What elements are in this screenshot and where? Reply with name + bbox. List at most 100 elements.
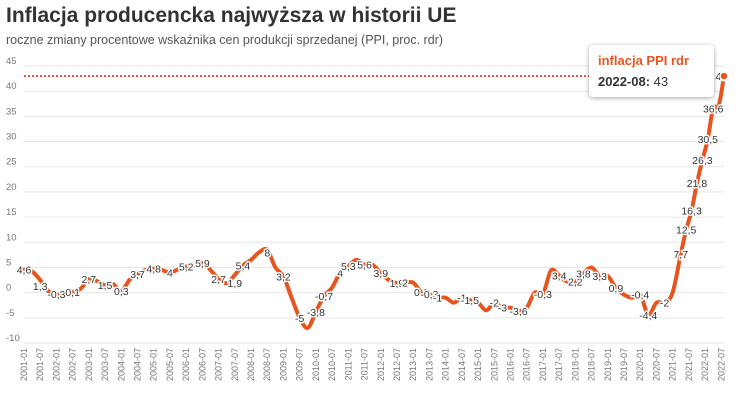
x-tick-label: 2021-01	[668, 348, 678, 381]
data-label: 7,7	[673, 249, 688, 261]
y-tick-label: 30	[6, 132, 17, 143]
x-axis-ticks: 2001-01 2001-07 2002-01 2002-07 2003-01 2003-…	[19, 348, 726, 381]
x-tick-label: 2001-01	[19, 348, 29, 381]
data-label: 3,9	[373, 268, 388, 280]
x-tick-label: 2005-07	[165, 348, 175, 381]
y-tick-label: 40	[6, 81, 17, 92]
data-label: -3	[498, 303, 507, 315]
data-label: 1,3	[33, 281, 48, 293]
data-label: 5,2	[179, 261, 194, 273]
data-label: -2	[660, 298, 669, 310]
y-tick-label: 10	[6, 232, 17, 243]
data-label: 0,3	[114, 286, 129, 298]
y-tick-label: 45	[6, 56, 17, 67]
x-tick-label: 2010-01	[311, 348, 321, 381]
x-tick-label: 2018-07	[587, 348, 597, 381]
data-label: 30,5	[698, 134, 719, 146]
hover-point	[719, 71, 729, 81]
data-label: 3,7	[130, 269, 145, 281]
x-tick-label: 2015-07	[489, 348, 499, 381]
x-tick-label: 2022-07	[716, 348, 726, 381]
data-label: 5,6	[357, 259, 372, 271]
x-tick-label: 2016-01	[505, 348, 515, 381]
data-label: -4,4	[639, 310, 657, 322]
data-label: 2	[402, 278, 408, 290]
data-label: 1,5	[98, 280, 113, 292]
data-label: -5	[295, 313, 304, 325]
x-tick-label: 2017-01	[538, 348, 548, 381]
tooltip-date: 2022-08:	[598, 74, 651, 89]
x-tick-label: 2016-07	[522, 348, 532, 381]
x-tick-label: 2017-07	[554, 348, 564, 381]
x-tick-label: 2008-07	[262, 348, 272, 381]
x-tick-label: 2020-01	[635, 348, 645, 381]
data-label: 0,1	[414, 287, 429, 299]
y-tick-label: -5	[6, 308, 14, 319]
y-tick-label: -10	[6, 333, 20, 344]
x-tick-label: 2006-07	[197, 348, 207, 381]
x-tick-label: 2015-01	[473, 348, 483, 381]
data-label: -1	[433, 293, 442, 305]
data-label: -3,6	[510, 306, 528, 318]
x-tick-label: 2022-01	[700, 348, 710, 381]
x-tick-label: 2013-01	[408, 348, 418, 381]
data-label: 0,9	[609, 283, 624, 295]
chart-title: Inflacja producencka najwyższa w histori…	[6, 4, 457, 27]
x-tick-label: 2003-01	[84, 348, 94, 381]
data-label: 4	[167, 267, 173, 279]
series-line-ppi[interactable]	[22, 74, 726, 330]
x-tick-label: 2006-01	[181, 348, 191, 381]
data-label: 36,6	[703, 103, 724, 115]
x-tick-label: 2010-07	[327, 348, 337, 381]
data-label: 2,7	[211, 274, 226, 286]
tooltip-row: 2022-08: 43	[598, 74, 668, 89]
x-tick-label: 2012-01	[376, 348, 386, 381]
x-tick-label: 2004-07	[133, 348, 143, 381]
data-label: 3,3	[592, 271, 607, 283]
y-tick-label: 0	[6, 283, 11, 294]
data-label: -0,3	[47, 289, 65, 301]
data-label: 2,7	[82, 274, 97, 286]
data-label: 5,9	[195, 258, 210, 270]
data-label: -0,7	[315, 291, 333, 303]
data-label: -1	[457, 293, 466, 305]
data-label: 5,3	[341, 261, 356, 273]
x-tick-label: 2003-07	[100, 348, 110, 381]
x-tick-label: 2018-01	[570, 348, 580, 381]
data-label: 26,3	[692, 155, 713, 167]
x-tick-label: 2009-07	[295, 348, 305, 381]
data-label: -1,5	[461, 295, 479, 307]
y-tick-label: 5	[6, 257, 11, 268]
x-tick-label: 2004-01	[116, 348, 126, 381]
x-tick-label: 2005-01	[149, 348, 159, 381]
data-label: -0,3	[420, 289, 438, 301]
y-tick-label: 35	[6, 106, 17, 117]
data-label: -0,3	[534, 289, 552, 301]
x-tick-label: 2002-01	[51, 348, 61, 381]
data-label: 0,1	[65, 287, 80, 299]
tooltip-value: 43	[653, 74, 669, 89]
y-tick-label: 20	[6, 182, 17, 193]
data-label: 1,9	[228, 278, 243, 290]
data-label: 4,8	[146, 263, 161, 275]
data-label: 5,4	[236, 260, 251, 272]
x-tick-label: 2011-07	[360, 348, 370, 380]
x-tick-label: 2009-01	[278, 348, 288, 381]
x-tick-label: 2014-07	[457, 348, 467, 381]
x-tick-label: 2021-07	[684, 348, 694, 381]
data-label: 2,2	[568, 277, 583, 289]
x-tick-label: 2007-01	[214, 348, 224, 381]
x-tick-label: 2002-07	[68, 348, 78, 381]
data-label: 4,6	[17, 264, 32, 276]
x-tick-label: 2020-07	[651, 348, 661, 381]
data-label: -2	[490, 298, 499, 310]
data-label: 3,8	[576, 268, 591, 280]
data-label: 3,4	[552, 271, 567, 283]
x-tick-label: 2007-07	[230, 348, 240, 381]
tooltip-title: inflacja PPI rdr	[598, 53, 690, 68]
chart-subtitle: roczne zmiany procentowe wskaźnika cen p…	[6, 33, 443, 47]
data-label: 12,5	[676, 225, 697, 237]
data-labels: 4,61,3-0,3 0,12,71,50,33,7 4,8 45,2 5,92,7 1,…	[15, 70, 729, 327]
x-tick-label: 2011-01	[343, 348, 353, 380]
